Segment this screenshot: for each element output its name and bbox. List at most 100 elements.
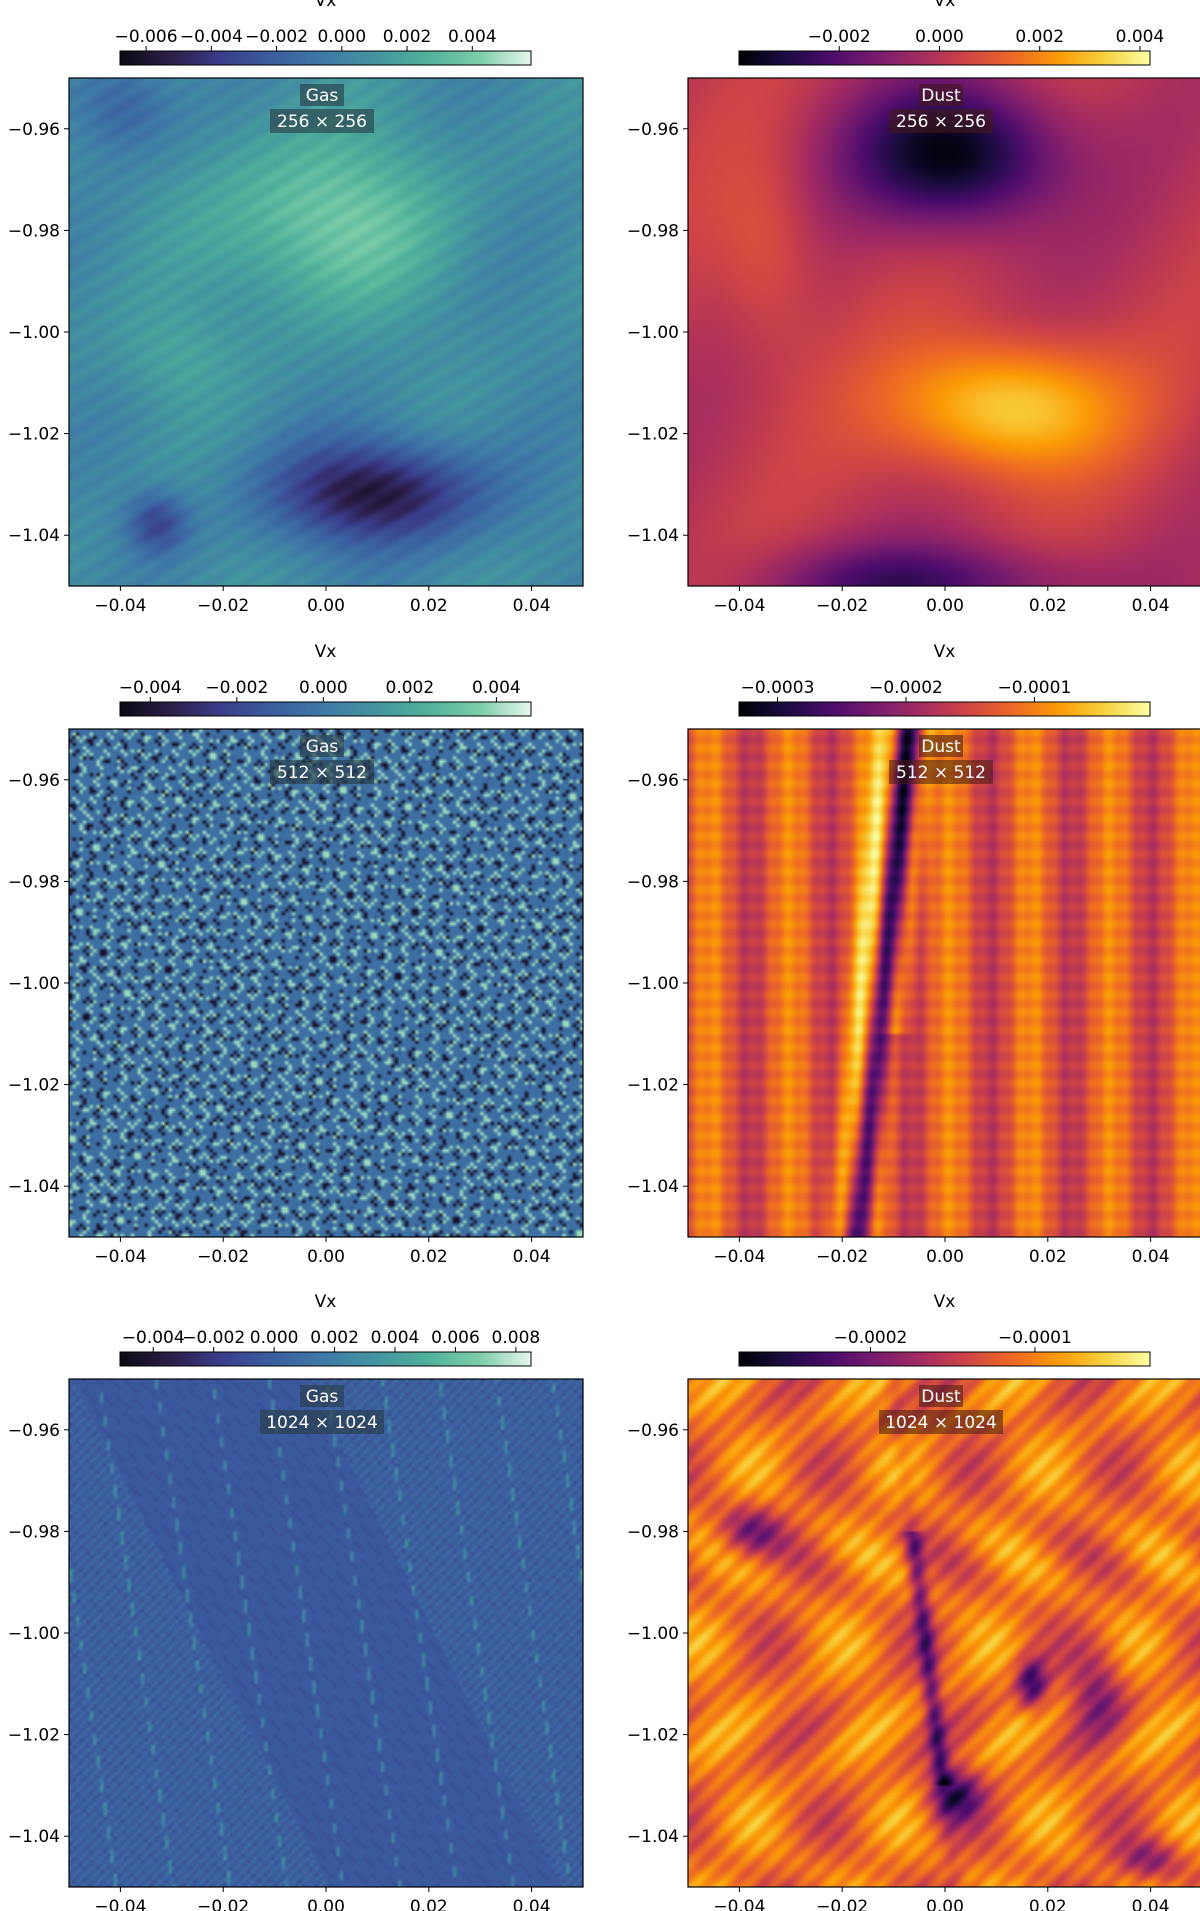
y-tick-label: −0.96 — [627, 771, 679, 791]
colorbar — [119, 1351, 532, 1367]
x-tick-label: 0.04 — [1132, 596, 1170, 616]
colorbar-tick-label: 0.004 — [1116, 27, 1165, 47]
y-tick-label: −1.02 — [627, 1726, 679, 1746]
medium-label-box — [919, 735, 963, 757]
colorbar-label: Vx — [934, 1292, 956, 1312]
x-tick-label: 0.02 — [410, 1247, 448, 1267]
y-tick-label: −0.98 — [627, 1522, 679, 1542]
x-tick-label: 0.00 — [926, 596, 964, 616]
panel-dust-2: Vx −0.0003 −0.0002 −0.0001 −0.04 −0.02 0.00 0.0… — [627, 642, 1200, 1267]
resolution-label-box — [270, 109, 374, 133]
panel-dust-1: Vx −0.002 0.000 0.002 0.004 −0.04 −0.02 0.00 0.0… — [627, 0, 1200, 616]
heatmap-image — [69, 1379, 583, 1887]
colorbar-tick-label: 0.004 — [448, 27, 497, 47]
colorbar-tick-label: 0.004 — [472, 678, 521, 698]
colorbar-tick-label: 0.002 — [386, 678, 435, 698]
heatmap-image — [69, 729, 583, 1237]
colorbar-tick-label: 0.002 — [310, 1328, 359, 1348]
y-tick-label: −1.04 — [627, 1827, 679, 1847]
x-tick-label: 0.04 — [513, 1247, 551, 1267]
colorbar-tick-label: −0.002 — [808, 27, 871, 47]
x-tick-label: 0.00 — [307, 596, 345, 616]
resolution-label: 512 × 512 — [896, 763, 986, 783]
x-tick-label: 0.02 — [1029, 596, 1067, 616]
x-tick-label: −0.02 — [816, 596, 868, 616]
colorbar-tick-label: −0.0002 — [869, 678, 943, 698]
heatmap-image — [688, 1379, 1200, 1887]
x-tick-label: −0.02 — [816, 1247, 868, 1267]
y-tick-label: −0.98 — [627, 872, 679, 892]
x-tick-label: 0.04 — [513, 596, 551, 616]
colorbar-tick-label: −0.0001 — [998, 678, 1072, 698]
heatmap-image — [69, 78, 583, 586]
panel-dust-3: Vx −0.0002 −0.0001 −0.04 −0.02 0.00 0.02 0.04 −0… — [627, 1292, 1200, 1911]
medium-label: Dust — [921, 737, 961, 757]
resolution-label-box — [879, 1410, 1003, 1434]
x-tick-label: 0.02 — [1029, 1897, 1067, 1911]
x-tick-label: 0.04 — [1132, 1247, 1170, 1267]
colorbar-tick-label: −0.004 — [119, 678, 182, 698]
y-tick-label: −0.98 — [8, 221, 60, 241]
x-tick-label: 0.04 — [513, 1897, 551, 1911]
panel-gas-2: Vx −0.004 −0.002 0.000 0.002 0.004 −0.04 −0.02 0… — [8, 642, 584, 1267]
y-tick-label: −0.98 — [8, 872, 60, 892]
resolution-label-box — [889, 760, 993, 784]
medium-label: Gas — [306, 1387, 339, 1407]
medium-label-box — [919, 84, 963, 106]
colorbar-tick-label: 0.006 — [431, 1328, 480, 1348]
colorbar — [738, 701, 1151, 717]
colorbar-tick-label: 0.000 — [250, 1328, 299, 1348]
x-tick-label: −0.04 — [713, 1897, 765, 1911]
x-tick-label: 0.00 — [307, 1247, 345, 1267]
x-tick-label: −0.02 — [197, 596, 249, 616]
x-tick-label: −0.02 — [197, 1897, 249, 1911]
medium-label: Gas — [306, 86, 339, 106]
y-tick-label: −0.96 — [8, 1421, 60, 1441]
colorbar-tick-label: −0.006 — [115, 27, 178, 47]
y-tick-label: −1.00 — [8, 1624, 60, 1644]
y-tick-label: −1.02 — [8, 425, 60, 445]
colorbar-tick-label: 0.004 — [371, 1328, 420, 1348]
heatmap-image — [688, 729, 1200, 1237]
y-tick-label: −1.04 — [627, 526, 679, 546]
y-tick-label: −1.04 — [8, 526, 60, 546]
x-tick-label: 0.02 — [410, 596, 448, 616]
y-tick-label: −1.02 — [8, 1076, 60, 1096]
resolution-label: 1024 × 1024 — [266, 1413, 378, 1433]
colorbar-label: Vx — [934, 642, 956, 662]
y-tick-label: −0.98 — [8, 1522, 60, 1542]
colorbar-label: Vx — [315, 1292, 337, 1312]
x-tick-label: 0.02 — [410, 1897, 448, 1911]
colorbar-tick-label: −0.0002 — [834, 1328, 908, 1348]
colorbar-tick-label: 0.000 — [317, 27, 366, 47]
colorbar-tick-label: −0.0003 — [741, 678, 815, 698]
colorbar-tick-label: 0.008 — [492, 1328, 541, 1348]
x-tick-label: 0.02 — [1029, 1247, 1067, 1267]
heatmap-image — [688, 78, 1200, 586]
x-tick-label: 0.00 — [307, 1897, 345, 1911]
y-tick-label: −1.00 — [8, 974, 60, 994]
resolution-label: 256 × 256 — [896, 112, 986, 132]
colorbar-tick-label: −0.002 — [205, 678, 268, 698]
colorbar — [119, 50, 532, 66]
medium-label: Dust — [921, 86, 961, 106]
y-tick-label: −1.02 — [627, 1076, 679, 1096]
y-tick-label: −1.00 — [627, 974, 679, 994]
colorbar-tick-label: −0.002 — [182, 1328, 245, 1348]
x-tick-label: −0.04 — [94, 1247, 146, 1267]
y-tick-label: −1.00 — [8, 323, 60, 343]
colorbar-tick-label: −0.004 — [180, 27, 243, 47]
y-tick-label: −0.96 — [8, 120, 60, 140]
medium-label-box — [300, 1385, 344, 1407]
colorbar — [738, 1351, 1151, 1367]
y-tick-label: −0.96 — [627, 120, 679, 140]
x-tick-label: 0.00 — [926, 1247, 964, 1267]
colorbar-tick-label: −0.002 — [245, 27, 308, 47]
colorbar — [119, 701, 532, 717]
y-tick-label: −1.04 — [8, 1827, 60, 1847]
resolution-label-box — [270, 760, 374, 784]
y-tick-label: −1.02 — [627, 425, 679, 445]
y-tick-label: −1.00 — [627, 323, 679, 343]
medium-label: Gas — [306, 737, 339, 757]
